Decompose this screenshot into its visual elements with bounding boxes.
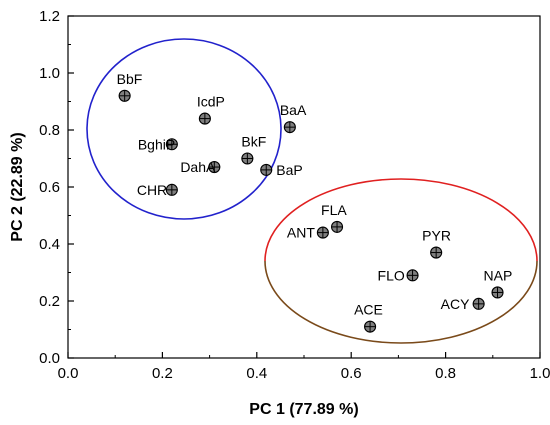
scatter-point: ANT — [287, 225, 329, 241]
y-tick-label: 0.2 — [39, 293, 60, 310]
scatter-point: FLA — [321, 202, 347, 233]
x-tick-label: 0.2 — [152, 365, 173, 382]
scatter-point: BbF — [117, 71, 143, 102]
point-label: PYR — [422, 228, 451, 244]
point-label: BghiP — [138, 136, 175, 152]
y-axis: 0.0 0.2 0.4 0.6 0.8 1.0 1.2 — [39, 8, 74, 367]
scatter-point: IcdP — [197, 94, 225, 125]
y-tick-label: 1.2 — [39, 8, 60, 25]
point-label: BaP — [276, 162, 302, 178]
scatter-point: ACY — [441, 296, 485, 312]
group-ellipse-blue — [86, 38, 282, 220]
x-tick-label: 0.8 — [435, 365, 456, 382]
data-points: BbF IcdP BaA BghiP BkF DahA BaP CHR FLA ANT PYR FLO… — [117, 71, 513, 333]
y-axis-title: PC 2 (22.89 %) — [9, 132, 26, 241]
scatter-point: NAP — [484, 267, 513, 299]
y-tick-label: 0.6 — [39, 179, 60, 196]
scatter-point: DahA — [180, 159, 221, 175]
point-label: ACY — [441, 296, 470, 312]
x-axis: 0.0 0.2 0.4 0.6 0.8 1.0 — [58, 352, 550, 382]
point-label: DahA — [180, 159, 216, 175]
point-label: IcdP — [197, 94, 225, 110]
y-tick-label: 0.4 — [39, 236, 60, 253]
y-tick-label: 0.0 — [39, 350, 60, 367]
scatter-point: CHR — [137, 182, 178, 198]
point-label: CHR — [137, 182, 167, 198]
scatter-point: ACE — [354, 302, 383, 333]
scatter-point: BaA — [280, 102, 307, 134]
group-ellipses — [86, 38, 538, 344]
y-tick-label: 1.0 — [39, 65, 60, 82]
scatter-point: PYR — [422, 228, 451, 259]
group-ellipse-red-upper — [264, 178, 538, 262]
point-label: BaA — [280, 102, 307, 118]
scatter-point: BkF — [241, 134, 266, 165]
point-label: BbF — [117, 71, 143, 87]
x-tick-label: 1.0 — [530, 365, 550, 382]
point-label: FLO — [378, 267, 405, 283]
point-label: NAP — [484, 267, 513, 283]
point-label: ACE — [354, 302, 383, 318]
group-ellipse-brown-lower — [264, 260, 538, 344]
point-label: BkF — [241, 134, 266, 150]
y-tick-label: 0.8 — [39, 122, 60, 139]
point-label: ANT — [287, 225, 315, 241]
scatter-point: BaP — [260, 162, 303, 178]
point-label: FLA — [321, 202, 347, 218]
scatter-point: BghiP — [138, 136, 178, 152]
x-axis-title: PC 1 (77.89 %) — [249, 401, 358, 418]
x-tick-label: 0.0 — [58, 365, 79, 382]
x-tick-label: 0.6 — [341, 365, 362, 382]
scatter-point: FLO — [378, 267, 419, 283]
x-tick-label: 0.4 — [246, 365, 267, 382]
